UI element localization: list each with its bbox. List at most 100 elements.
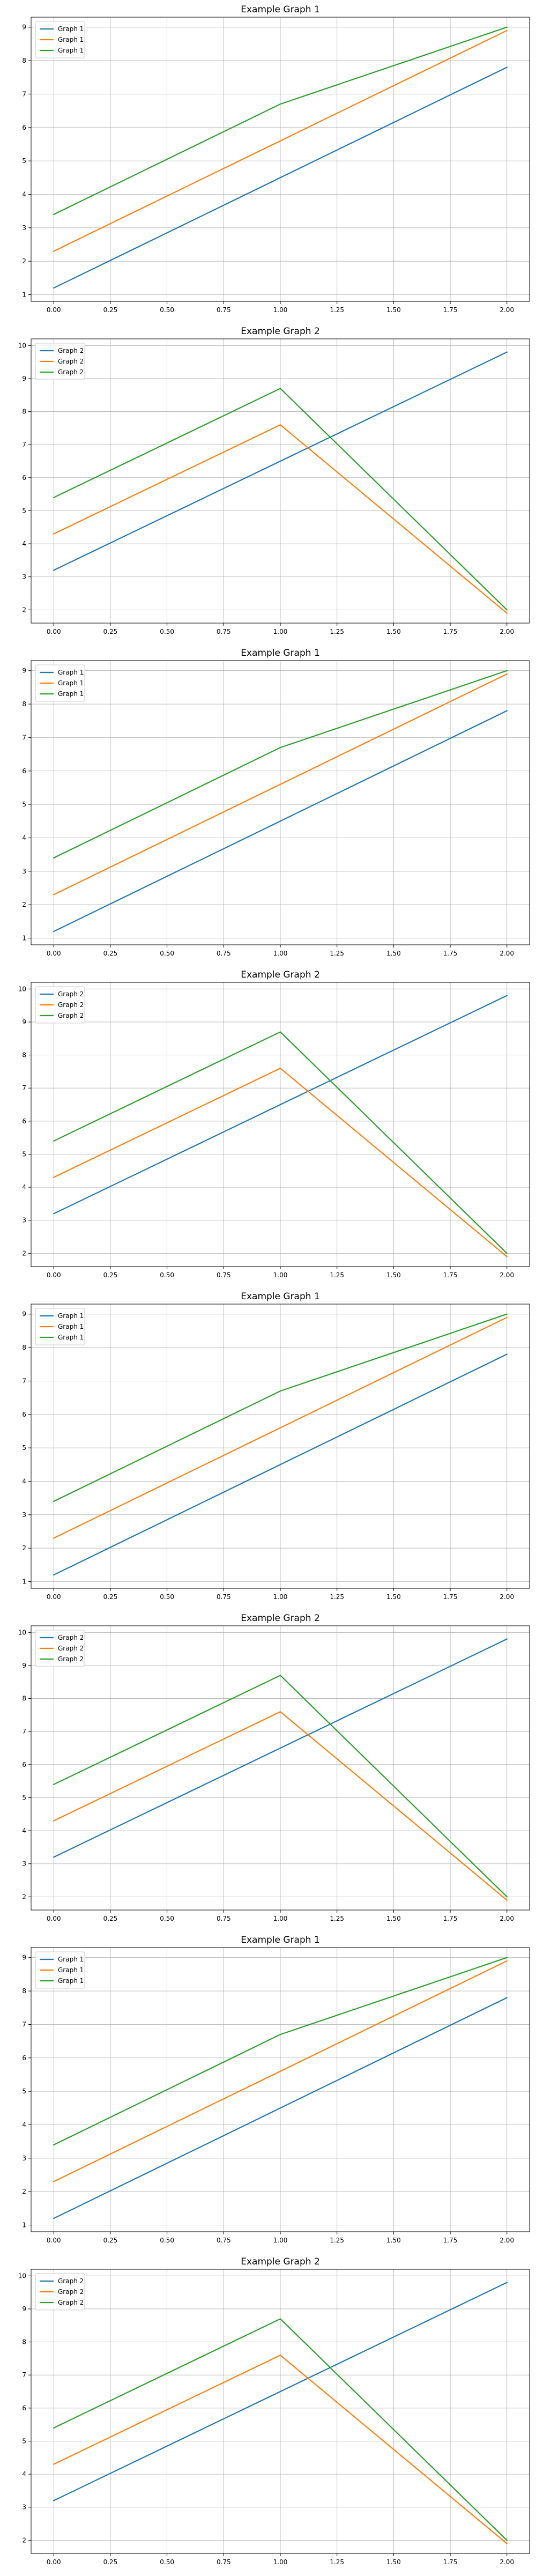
data-point [53, 1213, 55, 1215]
y-tick-label: 8 [22, 1052, 26, 1059]
x-tick-label: 0.25 [103, 1593, 118, 1601]
legend-label: Graph 1 [58, 690, 84, 698]
data-point [506, 2540, 508, 2541]
data-point [279, 1427, 281, 1428]
x-tick-label: 0.75 [217, 2558, 231, 2566]
chart-title: Example Graph 2 [241, 2256, 320, 2267]
x-tick-label: 0.75 [217, 306, 231, 314]
x-tick-label: 1.00 [273, 1915, 288, 1922]
legend: Graph 2 Graph 2 Graph 2 [35, 1630, 85, 1667]
y-tick-label: 3 [22, 2155, 26, 2162]
data-point [53, 533, 55, 535]
data-point [506, 1896, 508, 1898]
y-tick-label: 2 [22, 1249, 26, 1257]
data-point [506, 1638, 508, 1640]
legend-label: Graph 2 [58, 1655, 84, 1663]
chart-title: Example Graph 1 [241, 4, 320, 15]
y-tick-label: 7 [22, 90, 26, 98]
y-tick-label: 6 [22, 1411, 26, 1418]
x-tick-label: 2.00 [500, 1593, 514, 1601]
x-tick-label: 1.50 [386, 950, 401, 957]
y-tick-label: 1 [22, 291, 26, 299]
x-tick-label: 0.50 [160, 306, 174, 314]
x-tick-label: 1.25 [330, 950, 344, 957]
x-tick-label: 2.00 [500, 2558, 514, 2566]
legend: Graph 1 Graph 1 Graph 1 [35, 21, 85, 58]
y-tick-label: 10 [18, 1628, 26, 1636]
legend-label: Graph 1 [58, 1956, 84, 1963]
legend-label: Graph 1 [58, 47, 84, 54]
data-point [506, 1957, 508, 1958]
data-point [53, 1574, 55, 1576]
data-point [53, 930, 55, 932]
data-point [53, 1856, 55, 1858]
y-tick-label: 6 [22, 1761, 26, 1768]
data-point [53, 497, 55, 498]
x-tick-label: 2.00 [500, 306, 514, 314]
x-tick-label: 1.00 [273, 1271, 288, 1279]
legend-label: Graph 2 [58, 347, 84, 354]
y-tick-label: 2 [22, 606, 26, 613]
legend-label: Graph 2 [58, 368, 84, 376]
data-point [279, 177, 281, 179]
x-tick-label: 0.00 [47, 306, 61, 314]
y-tick-label: 3 [22, 224, 26, 232]
chart-panel: Example Graph 2 0.00 0.25 0.50 0.75 1.00 1.25 1… [18, 969, 530, 1279]
y-tick-label: 3 [22, 573, 26, 581]
x-tick-label: 1.00 [273, 2558, 288, 2566]
y-tick-label: 6 [22, 474, 26, 482]
y-tick-label: 8 [22, 2338, 26, 2346]
data-point [279, 2107, 281, 2109]
y-tick-label: 10 [18, 342, 26, 349]
legend-label: Graph 2 [58, 1634, 84, 1641]
data-point [279, 2355, 281, 2356]
data-point [53, 1537, 55, 1539]
legend-label: Graph 2 [58, 1645, 84, 1652]
data-point [506, 1353, 508, 1355]
x-tick-label: 0.75 [217, 1915, 231, 1922]
y-tick-label: 4 [22, 540, 26, 547]
data-point [279, 1675, 281, 1676]
x-tick-label: 1.00 [273, 2237, 288, 2244]
y-tick-label: 8 [22, 1344, 26, 1351]
chart-title: Example Graph 1 [241, 648, 320, 658]
data-point [53, 2500, 55, 2501]
x-tick-label: 0.00 [47, 1915, 61, 1922]
data-point [53, 857, 55, 858]
y-tick-label: 9 [22, 1311, 26, 1318]
legend-box [35, 986, 85, 1024]
x-tick-label: 1.75 [443, 2558, 458, 2566]
legend-box [35, 1308, 85, 1345]
legend-label: Graph 2 [58, 2288, 84, 2296]
x-tick-label: 0.25 [103, 1915, 118, 1922]
x-tick-label: 1.25 [330, 1915, 344, 1922]
data-point [279, 2390, 281, 2393]
data-point [279, 1031, 281, 1033]
legend-label: Graph 1 [58, 1977, 84, 1985]
data-point [506, 2543, 508, 2544]
legend: Graph 1 Graph 1 Graph 1 [35, 1308, 85, 1345]
x-tick-label: 1.50 [386, 306, 401, 314]
data-point [279, 783, 281, 785]
legend-box [35, 1951, 85, 1989]
legend-label: Graph 1 [58, 679, 84, 687]
x-tick-label: 0.00 [47, 2237, 61, 2244]
x-tick-label: 0.50 [160, 1271, 174, 1279]
y-tick-label: 4 [22, 190, 26, 198]
chart-title: Example Graph 2 [241, 326, 320, 337]
y-tick-label: 1 [22, 1578, 26, 1586]
data-point [53, 1783, 55, 1785]
y-tick-label: 2 [22, 901, 26, 908]
data-point [506, 710, 508, 712]
x-tick-label: 0.25 [103, 628, 118, 635]
y-tick-label: 8 [22, 700, 26, 708]
x-tick-label: 1.50 [386, 2558, 401, 2566]
legend-box [35, 343, 85, 380]
y-tick-label: 7 [22, 2020, 26, 2028]
x-tick-label: 0.00 [47, 1593, 61, 1601]
x-tick-label: 1.75 [443, 950, 458, 957]
y-tick-label: 3 [22, 1511, 26, 1519]
y-tick-label: 9 [22, 2305, 26, 2313]
y-tick-label: 8 [22, 1695, 26, 1702]
